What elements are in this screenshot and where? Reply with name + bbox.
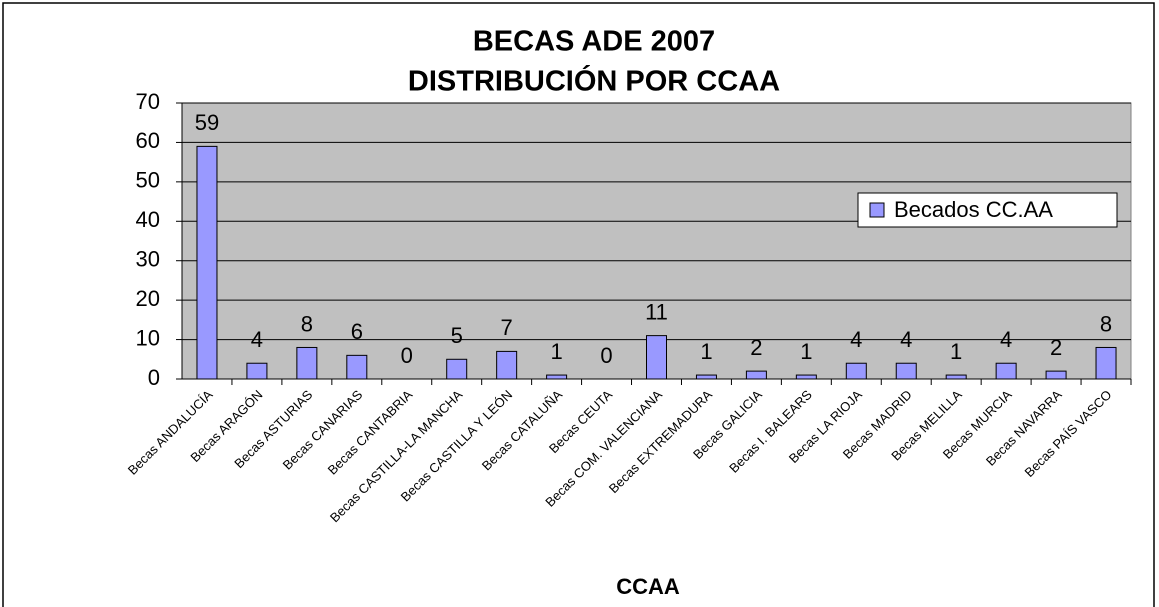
bar xyxy=(1045,370,1067,380)
y-tick-label: 70 xyxy=(136,89,160,114)
bar xyxy=(945,374,967,380)
bar xyxy=(1095,346,1117,380)
bar xyxy=(296,346,318,380)
data-label: 1 xyxy=(950,339,962,364)
legend-label: Becados CC.AA xyxy=(894,197,1053,222)
bar xyxy=(795,374,817,380)
bar xyxy=(246,362,268,380)
bar xyxy=(646,335,667,380)
bar xyxy=(196,145,218,380)
data-label: 6 xyxy=(351,319,363,344)
y-tick-label: 40 xyxy=(136,207,160,232)
y-tick-label: 0 xyxy=(148,365,160,390)
bar xyxy=(695,374,717,380)
y-tick-label: 10 xyxy=(136,325,160,350)
data-label: 7 xyxy=(501,315,513,340)
data-label: 2 xyxy=(750,335,762,360)
legend-swatch xyxy=(869,202,885,218)
x-axis-label: CCAA xyxy=(616,574,680,599)
bar xyxy=(546,374,568,380)
bar xyxy=(446,358,468,380)
data-label: 4 xyxy=(251,327,263,352)
bar xyxy=(895,362,917,380)
data-label: 0 xyxy=(600,343,612,368)
data-label: 8 xyxy=(1100,311,1112,336)
bar xyxy=(346,354,368,380)
plot-area xyxy=(181,102,1132,380)
data-label: 4 xyxy=(1000,327,1012,352)
chart-subtitle: DISTRIBUCIÓN POR CCAA xyxy=(408,64,780,98)
bar xyxy=(745,370,767,380)
data-label: 4 xyxy=(900,327,912,352)
chart-title: BECAS ADE 2007 xyxy=(473,26,715,58)
y-tick-label: 20 xyxy=(136,286,160,311)
bar xyxy=(845,362,867,380)
y-tick-label: 60 xyxy=(136,128,160,153)
data-label: 1 xyxy=(550,339,562,364)
data-label: 11 xyxy=(645,299,668,324)
data-label: 1 xyxy=(700,339,712,364)
y-tick-label: 30 xyxy=(136,247,160,272)
bar xyxy=(496,350,518,380)
data-label: 59 xyxy=(195,110,219,135)
data-label: 5 xyxy=(451,323,463,348)
bar xyxy=(995,362,1017,380)
data-label: 1 xyxy=(800,339,812,364)
y-tick-label: 50 xyxy=(136,168,160,193)
data-label: 8 xyxy=(301,311,313,336)
data-label: 4 xyxy=(850,327,862,352)
data-label: 2 xyxy=(1050,335,1062,360)
legend-box xyxy=(857,192,1118,228)
data-label: 0 xyxy=(401,343,413,368)
